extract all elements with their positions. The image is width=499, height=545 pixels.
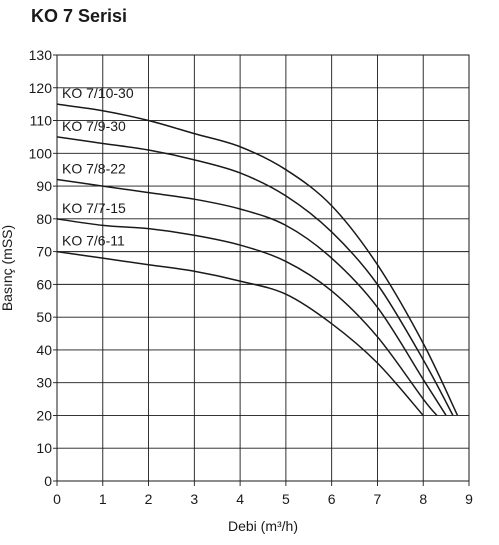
series-line	[56, 103, 459, 416]
tick-labels: 0 1 2 3 4 5 6 7 8 9010203040506070809010011012013…	[29, 47, 473, 507]
series-label: KO 7/8-22	[62, 161, 126, 177]
y-axis-label: Basınç (mSS)	[0, 225, 15, 311]
chart-title: KO 7 Serisi	[31, 6, 128, 26]
y-tick-label: 130	[29, 47, 53, 63]
y-tick-label: 70	[36, 244, 52, 260]
x-tick-label: 4	[236, 491, 244, 507]
y-tick-label: 110	[30, 113, 53, 129]
x-tick-label: 9	[465, 491, 473, 507]
y-tick-label: 40	[36, 342, 52, 358]
y-tick-label: 120	[29, 80, 53, 96]
y-tick-label: 90	[36, 178, 52, 194]
x-tick-label: 3	[190, 491, 198, 507]
series-label: KO 7/10-30	[62, 85, 134, 101]
x-tick-label: 5	[282, 491, 290, 507]
y-tick-label: 0	[44, 473, 52, 489]
series-label: KO 7/7-15	[62, 200, 126, 216]
x-tick-label: 6	[328, 491, 336, 507]
y-tick-label: 30	[36, 375, 52, 391]
x-tick-label: 0	[53, 491, 61, 507]
x-axis-label: Debi (m³/h)	[228, 518, 298, 534]
y-tick-label: 60	[36, 276, 52, 292]
x-tick-label: 1	[99, 491, 107, 507]
y-tick-label: 80	[36, 211, 52, 227]
y-tick-label: 10	[36, 440, 52, 456]
plot-frame	[56, 54, 470, 482]
y-tick-label: 20	[36, 407, 52, 423]
x-tick-label: 7	[374, 491, 382, 507]
x-tick-label: 2	[145, 491, 153, 507]
series-label: KO 7/9-30	[62, 118, 126, 134]
y-tick-label: 50	[36, 309, 52, 325]
x-tick-label: 8	[419, 491, 427, 507]
y-tick-label: 100	[29, 145, 53, 161]
series: KO 7/10-30 KO 7/9-30 KO 7/8-22 KO 7/7-15 KO …	[56, 85, 459, 416]
series-line	[56, 136, 454, 416]
series-line	[56, 178, 447, 416]
series-line	[56, 218, 438, 416]
series-label: KO 7/6-11	[62, 233, 125, 249]
series-line	[56, 250, 424, 416]
